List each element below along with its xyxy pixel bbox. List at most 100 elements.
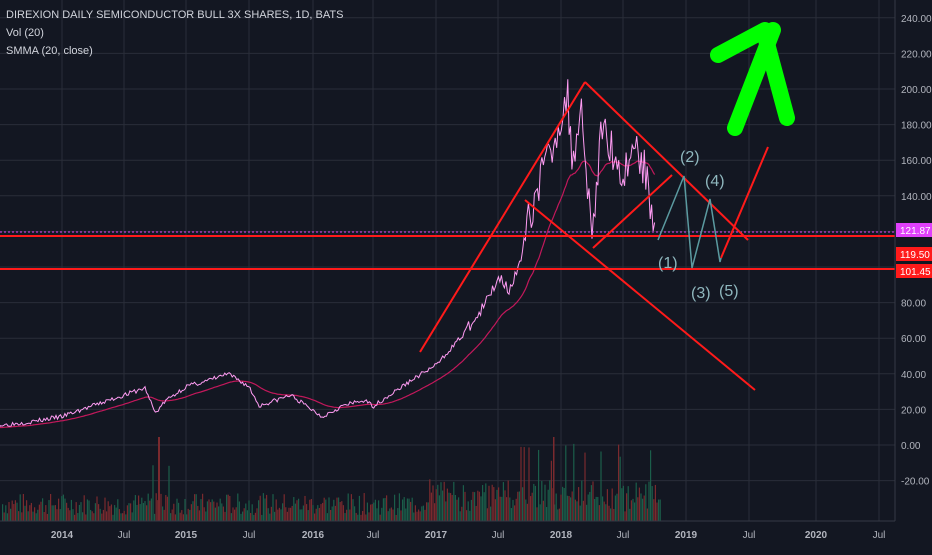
volume-bar	[386, 495, 388, 521]
volume-bar	[374, 499, 376, 521]
wave-label: (4)	[705, 173, 725, 190]
volume-bar	[325, 499, 327, 521]
volume-bar	[317, 505, 319, 521]
volume-bar	[602, 496, 604, 521]
volume-bar	[102, 509, 104, 521]
volume-bar	[275, 499, 277, 521]
volume-bar	[77, 513, 79, 521]
volume-bar	[525, 499, 527, 521]
volume-bar	[355, 512, 357, 521]
volume-bar	[293, 497, 295, 521]
volume-bar	[64, 498, 66, 521]
volume-bar	[298, 498, 300, 521]
volume-bar	[222, 506, 224, 521]
volume-bar	[286, 511, 288, 521]
volume-bar	[133, 500, 135, 521]
volume-bar	[491, 484, 493, 521]
volume-bar	[170, 513, 172, 521]
volume-bar	[117, 499, 119, 521]
volume-bar	[206, 501, 208, 521]
volume-bar	[318, 507, 320, 521]
volume-bar	[414, 505, 416, 521]
volume-bar	[656, 502, 658, 521]
volume-bar	[558, 508, 560, 521]
volume-bar	[566, 495, 568, 521]
volume-bar	[197, 505, 199, 521]
volume-bar	[344, 513, 346, 521]
volume-bar	[264, 498, 266, 521]
volume-bar	[290, 507, 292, 521]
volume-bar	[392, 509, 394, 521]
volume-bar	[61, 496, 63, 521]
volume-bar	[459, 511, 461, 521]
trendline-rising	[419, 81, 586, 353]
volume-bar	[494, 499, 496, 521]
volume-bar	[218, 506, 220, 521]
volume-bar	[357, 514, 359, 521]
y-tick-label: 200.00	[901, 85, 932, 96]
y-tick-label: 160.00	[901, 156, 932, 167]
volume-bar	[470, 499, 472, 521]
volume-bar	[80, 502, 82, 521]
volume-bar	[646, 508, 648, 521]
volume-bar	[91, 511, 93, 521]
volume-bar	[405, 508, 407, 521]
volume-bar	[544, 484, 546, 521]
volume-bar	[99, 508, 101, 521]
volume-bar	[557, 509, 559, 521]
x-tick-label: 2015	[175, 530, 198, 541]
volume-bar	[568, 495, 570, 521]
volume-bar	[328, 497, 330, 521]
volume-bar	[390, 507, 392, 521]
volume-bar	[590, 485, 592, 521]
volume-bar	[88, 500, 90, 521]
volume-indicator-label[interactable]: Vol (20)	[6, 27, 44, 39]
volume-bar	[18, 511, 20, 521]
volume-bar	[451, 494, 453, 521]
volume-bar	[16, 502, 18, 521]
volume-bar	[501, 496, 503, 521]
volume-bar	[93, 513, 95, 521]
volume-bar	[48, 500, 50, 521]
volume-bar	[419, 511, 421, 521]
volume-bar	[270, 506, 272, 521]
volume-bar	[54, 505, 56, 521]
volume-bar	[594, 499, 596, 521]
volume-bar	[571, 491, 573, 521]
volume-bar	[397, 508, 399, 521]
volume-bar	[315, 508, 317, 521]
symbol-title[interactable]: DIREXION DAILY SEMICONDUCTOR BULL 3X SHA…	[6, 9, 344, 21]
volume-spike-bar	[158, 437, 160, 521]
volume-bar	[307, 510, 309, 521]
projection-up-line	[720, 146, 769, 259]
volume-bar	[283, 494, 285, 521]
volume-bar	[546, 507, 548, 521]
volume-bar	[555, 493, 557, 521]
volume-bar	[432, 485, 434, 521]
smma-indicator-label[interactable]: SMMA (20, close)	[6, 45, 93, 57]
volume-bar	[187, 508, 189, 521]
volume-bar	[194, 494, 196, 521]
volume-bar	[267, 508, 269, 521]
volume-bar	[230, 513, 232, 521]
volume-bar	[202, 493, 204, 521]
volume-bar	[597, 496, 599, 521]
volume-bar	[312, 505, 314, 521]
volume-bar	[90, 509, 92, 521]
volume-bar	[189, 509, 191, 521]
volume-bar	[498, 487, 500, 521]
x-tick-label: Jul	[367, 530, 380, 541]
volume-bar	[331, 506, 333, 521]
trendline-upper-falling	[584, 81, 749, 241]
volume-bar	[253, 514, 255, 521]
grid-lines	[0, 0, 895, 521]
volume-bar	[589, 491, 591, 521]
volume-bar	[112, 514, 114, 521]
volume-bar	[570, 497, 572, 521]
volume-bar	[427, 502, 429, 521]
volume-bar	[141, 497, 143, 521]
volume-bar	[573, 443, 575, 521]
volume-bar	[643, 495, 645, 521]
